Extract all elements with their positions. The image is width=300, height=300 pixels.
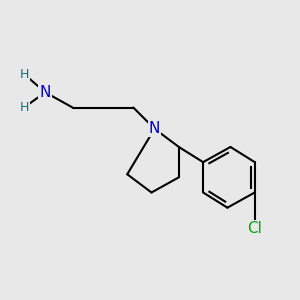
Text: H: H bbox=[19, 101, 29, 114]
Text: Cl: Cl bbox=[247, 221, 262, 236]
Text: H: H bbox=[19, 68, 29, 81]
Text: N: N bbox=[149, 121, 160, 136]
Text: N: N bbox=[40, 85, 51, 100]
